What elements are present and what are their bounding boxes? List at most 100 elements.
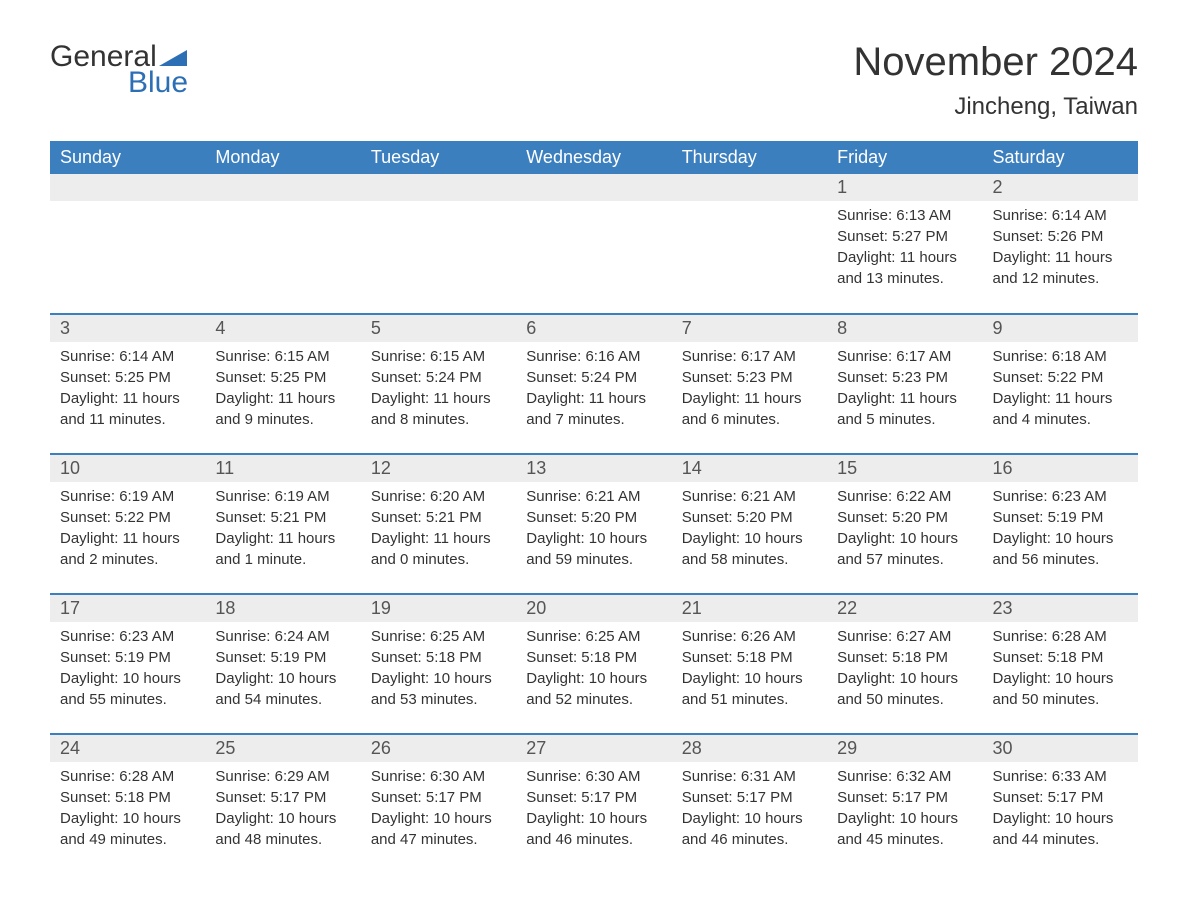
day-number: 6: [516, 315, 671, 342]
sunset-line: Sunset: 5:18 PM: [371, 647, 506, 668]
daylight-line: Daylight: 10 hours and 57 minutes.: [837, 528, 972, 570]
day-header: Thursday: [672, 141, 827, 174]
day-content: Sunrise: 6:21 AMSunset: 5:20 PMDaylight:…: [672, 482, 827, 580]
sunset-line: Sunset: 5:20 PM: [526, 507, 661, 528]
calendar-day-cell: 11Sunrise: 6:19 AMSunset: 5:21 PMDayligh…: [205, 454, 360, 594]
calendar-day-cell: 9Sunrise: 6:18 AMSunset: 5:22 PMDaylight…: [983, 314, 1138, 454]
empty-day-number: [50, 174, 205, 201]
day-number: 9: [983, 315, 1138, 342]
sunrise-line: Sunrise: 6:30 AM: [371, 766, 506, 787]
day-number: 8: [827, 315, 982, 342]
daylight-line: Daylight: 10 hours and 50 minutes.: [837, 668, 972, 710]
day-number: 20: [516, 595, 671, 622]
sunrise-line: Sunrise: 6:32 AM: [837, 766, 972, 787]
day-content: Sunrise: 6:21 AMSunset: 5:20 PMDaylight:…: [516, 482, 671, 580]
calendar-day-cell: 22Sunrise: 6:27 AMSunset: 5:18 PMDayligh…: [827, 594, 982, 734]
day-number: 26: [361, 735, 516, 762]
day-content: Sunrise: 6:16 AMSunset: 5:24 PMDaylight:…: [516, 342, 671, 440]
calendar-day-cell: 21Sunrise: 6:26 AMSunset: 5:18 PMDayligh…: [672, 594, 827, 734]
calendar-day-cell: 2Sunrise: 6:14 AMSunset: 5:26 PMDaylight…: [983, 174, 1138, 314]
sunset-line: Sunset: 5:25 PM: [60, 367, 195, 388]
calendar-day-cell: 6Sunrise: 6:16 AMSunset: 5:24 PMDaylight…: [516, 314, 671, 454]
calendar-week-row: 24Sunrise: 6:28 AMSunset: 5:18 PMDayligh…: [50, 734, 1138, 874]
sunrise-line: Sunrise: 6:16 AM: [526, 346, 661, 367]
calendar-day-cell: 4Sunrise: 6:15 AMSunset: 5:25 PMDaylight…: [205, 314, 360, 454]
sunset-line: Sunset: 5:18 PM: [526, 647, 661, 668]
sunset-line: Sunset: 5:24 PM: [526, 367, 661, 388]
day-content: Sunrise: 6:15 AMSunset: 5:25 PMDaylight:…: [205, 342, 360, 440]
calendar-day-cell: [361, 174, 516, 314]
day-content: Sunrise: 6:28 AMSunset: 5:18 PMDaylight:…: [50, 762, 205, 860]
day-number: 14: [672, 455, 827, 482]
daylight-line: Daylight: 11 hours and 12 minutes.: [993, 247, 1128, 289]
day-content: Sunrise: 6:31 AMSunset: 5:17 PMDaylight:…: [672, 762, 827, 860]
sunrise-line: Sunrise: 6:26 AM: [682, 626, 817, 647]
sunset-line: Sunset: 5:20 PM: [682, 507, 817, 528]
sunset-line: Sunset: 5:27 PM: [837, 226, 972, 247]
sunset-line: Sunset: 5:19 PM: [215, 647, 350, 668]
day-content: Sunrise: 6:25 AMSunset: 5:18 PMDaylight:…: [516, 622, 671, 720]
calendar-day-cell: [205, 174, 360, 314]
daylight-line: Daylight: 10 hours and 49 minutes.: [60, 808, 195, 850]
day-number: 4: [205, 315, 360, 342]
sunrise-line: Sunrise: 6:21 AM: [526, 486, 661, 507]
calendar-day-cell: 13Sunrise: 6:21 AMSunset: 5:20 PMDayligh…: [516, 454, 671, 594]
day-content: Sunrise: 6:19 AMSunset: 5:22 PMDaylight:…: [50, 482, 205, 580]
empty-day-number: [361, 174, 516, 201]
daylight-line: Daylight: 11 hours and 4 minutes.: [993, 388, 1128, 430]
day-content: Sunrise: 6:23 AMSunset: 5:19 PMDaylight:…: [50, 622, 205, 720]
sunrise-line: Sunrise: 6:15 AM: [215, 346, 350, 367]
day-content: Sunrise: 6:15 AMSunset: 5:24 PMDaylight:…: [361, 342, 516, 440]
calendar-day-cell: [50, 174, 205, 314]
sunrise-line: Sunrise: 6:23 AM: [60, 626, 195, 647]
sunrise-line: Sunrise: 6:24 AM: [215, 626, 350, 647]
day-header: Sunday: [50, 141, 205, 174]
sunrise-line: Sunrise: 6:19 AM: [60, 486, 195, 507]
calendar-day-cell: 10Sunrise: 6:19 AMSunset: 5:22 PMDayligh…: [50, 454, 205, 594]
daylight-line: Daylight: 10 hours and 54 minutes.: [215, 668, 350, 710]
calendar-day-cell: 17Sunrise: 6:23 AMSunset: 5:19 PMDayligh…: [50, 594, 205, 734]
calendar-day-cell: 7Sunrise: 6:17 AMSunset: 5:23 PMDaylight…: [672, 314, 827, 454]
sunrise-line: Sunrise: 6:33 AM: [993, 766, 1128, 787]
calendar-day-cell: 20Sunrise: 6:25 AMSunset: 5:18 PMDayligh…: [516, 594, 671, 734]
calendar-day-cell: 16Sunrise: 6:23 AMSunset: 5:19 PMDayligh…: [983, 454, 1138, 594]
day-content: Sunrise: 6:22 AMSunset: 5:20 PMDaylight:…: [827, 482, 982, 580]
day-number: 28: [672, 735, 827, 762]
daylight-line: Daylight: 11 hours and 5 minutes.: [837, 388, 972, 430]
sunset-line: Sunset: 5:18 PM: [993, 647, 1128, 668]
day-header: Tuesday: [361, 141, 516, 174]
sunrise-line: Sunrise: 6:23 AM: [993, 486, 1128, 507]
calendar-day-cell: 14Sunrise: 6:21 AMSunset: 5:20 PMDayligh…: [672, 454, 827, 594]
sunset-line: Sunset: 5:17 PM: [837, 787, 972, 808]
calendar-day-cell: 18Sunrise: 6:24 AMSunset: 5:19 PMDayligh…: [205, 594, 360, 734]
sunset-line: Sunset: 5:23 PM: [837, 367, 972, 388]
calendar-day-cell: 8Sunrise: 6:17 AMSunset: 5:23 PMDaylight…: [827, 314, 982, 454]
daylight-line: Daylight: 11 hours and 8 minutes.: [371, 388, 506, 430]
day-content: Sunrise: 6:19 AMSunset: 5:21 PMDaylight:…: [205, 482, 360, 580]
calendar-day-cell: [516, 174, 671, 314]
day-content: Sunrise: 6:30 AMSunset: 5:17 PMDaylight:…: [361, 762, 516, 860]
daylight-line: Daylight: 10 hours and 45 minutes.: [837, 808, 972, 850]
day-content: Sunrise: 6:33 AMSunset: 5:17 PMDaylight:…: [983, 762, 1138, 860]
calendar-day-cell: [672, 174, 827, 314]
calendar-day-cell: 15Sunrise: 6:22 AMSunset: 5:20 PMDayligh…: [827, 454, 982, 594]
sunrise-line: Sunrise: 6:15 AM: [371, 346, 506, 367]
sunrise-line: Sunrise: 6:14 AM: [60, 346, 195, 367]
day-number: 1: [827, 174, 982, 201]
sunset-line: Sunset: 5:21 PM: [371, 507, 506, 528]
day-content: Sunrise: 6:26 AMSunset: 5:18 PMDaylight:…: [672, 622, 827, 720]
day-content: Sunrise: 6:20 AMSunset: 5:21 PMDaylight:…: [361, 482, 516, 580]
daylight-line: Daylight: 10 hours and 51 minutes.: [682, 668, 817, 710]
daylight-line: Daylight: 11 hours and 13 minutes.: [837, 247, 972, 289]
calendar-day-cell: 5Sunrise: 6:15 AMSunset: 5:24 PMDaylight…: [361, 314, 516, 454]
calendar-body: 1Sunrise: 6:13 AMSunset: 5:27 PMDaylight…: [50, 174, 1138, 874]
sunrise-line: Sunrise: 6:28 AM: [993, 626, 1128, 647]
sunrise-line: Sunrise: 6:19 AM: [215, 486, 350, 507]
sunrise-line: Sunrise: 6:27 AM: [837, 626, 972, 647]
day-content: Sunrise: 6:14 AMSunset: 5:26 PMDaylight:…: [983, 201, 1138, 299]
calendar-week-row: 3Sunrise: 6:14 AMSunset: 5:25 PMDaylight…: [50, 314, 1138, 454]
daylight-line: Daylight: 10 hours and 58 minutes.: [682, 528, 817, 570]
day-number: 19: [361, 595, 516, 622]
calendar-day-cell: 28Sunrise: 6:31 AMSunset: 5:17 PMDayligh…: [672, 734, 827, 874]
sunrise-line: Sunrise: 6:28 AM: [60, 766, 195, 787]
